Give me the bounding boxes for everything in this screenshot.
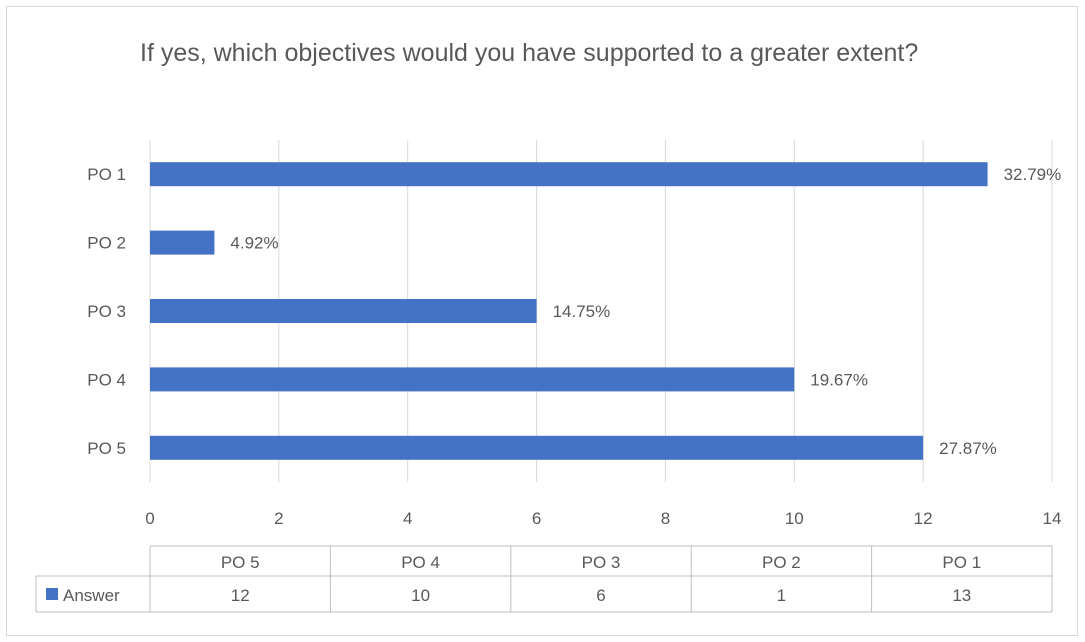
data-label: 14.75% bbox=[553, 302, 611, 321]
x-tick-label: 4 bbox=[403, 509, 412, 528]
category-label: PO 4 bbox=[87, 370, 126, 389]
chart-title: If yes, which objectives would you have … bbox=[140, 39, 919, 67]
table-header-cell: PO 2 bbox=[762, 553, 801, 572]
x-tick-label: 10 bbox=[785, 509, 804, 528]
table-value-cell: 1 bbox=[777, 586, 786, 605]
data-label: 27.87% bbox=[939, 439, 997, 458]
table-value-cell: 12 bbox=[231, 586, 250, 605]
table-row-label: Answer bbox=[63, 586, 120, 605]
x-tick-label: 12 bbox=[914, 509, 933, 528]
data-label: 4.92% bbox=[230, 234, 278, 253]
bar bbox=[150, 230, 215, 255]
bar bbox=[150, 299, 537, 323]
x-tick-label: 14 bbox=[1043, 509, 1062, 528]
category-label: PO 5 bbox=[87, 439, 126, 458]
table-header-cell: PO 3 bbox=[582, 553, 621, 572]
table-value-cell: 10 bbox=[411, 586, 430, 605]
data-table: PO 5 PO 4 PO 3 PO 2 PO 1 12 10 6 1 13 Answer bbox=[35, 545, 1053, 613]
category-label: PO 2 bbox=[87, 234, 126, 253]
table-value-cell: 13 bbox=[952, 586, 971, 605]
category-label: PO 3 bbox=[87, 302, 126, 321]
category-label: PO 1 bbox=[87, 165, 126, 184]
bar bbox=[150, 435, 924, 460]
bar bbox=[150, 367, 795, 392]
bars bbox=[150, 162, 988, 460]
table-header-cell: PO 4 bbox=[401, 553, 440, 572]
data-label: 32.79% bbox=[1004, 165, 1062, 184]
x-tick-label: 8 bbox=[661, 509, 670, 528]
data-label: 19.67% bbox=[810, 370, 868, 389]
x-tick-label: 0 bbox=[145, 509, 154, 528]
category-labels: PO 1 PO 2 PO 3 PO 4 PO 5 bbox=[87, 165, 126, 458]
table-header-cell: PO 5 bbox=[221, 553, 260, 572]
x-tick-label: 6 bbox=[532, 509, 541, 528]
x-tick-labels: 0 2 4 6 8 10 12 14 bbox=[145, 509, 1061, 528]
table-header-cell: PO 1 bbox=[942, 553, 981, 572]
table-value-cell: 6 bbox=[596, 586, 605, 605]
legend-swatch bbox=[46, 588, 58, 600]
bar bbox=[150, 162, 988, 187]
data-labels: 32.79% 4.92% 14.75% 19.67% 27.87% bbox=[230, 165, 1061, 458]
x-tick-label: 2 bbox=[274, 509, 283, 528]
